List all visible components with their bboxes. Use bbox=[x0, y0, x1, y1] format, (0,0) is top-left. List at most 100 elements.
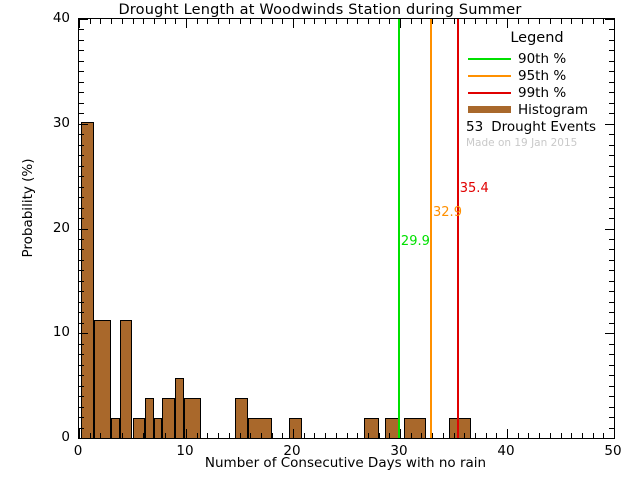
y-tick-right bbox=[609, 406, 614, 408]
y-tick bbox=[79, 207, 84, 209]
y-tick-right bbox=[609, 50, 614, 52]
x-tick-top bbox=[132, 19, 134, 24]
y-tick-right bbox=[609, 165, 614, 167]
y-tick bbox=[79, 197, 84, 199]
x-tick bbox=[132, 433, 134, 438]
y-tick-right bbox=[609, 144, 614, 146]
x-tick bbox=[507, 429, 508, 438]
y-tick-right bbox=[609, 312, 614, 314]
histogram-bar bbox=[81, 121, 94, 438]
y-tick-right bbox=[605, 123, 614, 125]
y-tick-right bbox=[609, 39, 614, 41]
y-tick-right bbox=[609, 218, 614, 220]
x-tick-top bbox=[571, 19, 573, 24]
x-tick-top bbox=[507, 19, 508, 28]
y-tick-right bbox=[609, 155, 614, 157]
x-tick bbox=[496, 433, 498, 438]
x-tick bbox=[389, 433, 391, 438]
x-tick-top bbox=[314, 19, 316, 24]
x-tick-top bbox=[485, 19, 487, 24]
x-tick-top bbox=[271, 19, 273, 24]
x-tick bbox=[164, 433, 166, 438]
x-tick bbox=[400, 429, 401, 438]
x-tick bbox=[260, 433, 262, 438]
x-tick-top bbox=[581, 19, 583, 24]
x-tick bbox=[560, 433, 562, 438]
y-tick-right bbox=[609, 134, 614, 136]
x-tick-label: 50 bbox=[604, 443, 622, 459]
y-tick-right bbox=[609, 270, 614, 272]
y-tick bbox=[79, 385, 84, 387]
x-tick bbox=[314, 433, 316, 438]
x-tick-top bbox=[121, 19, 123, 24]
legend-title: Legend bbox=[510, 30, 564, 46]
x-tick bbox=[453, 433, 455, 438]
x-tick-top bbox=[389, 19, 391, 24]
legend-swatch bbox=[468, 91, 511, 94]
y-tick-right bbox=[609, 238, 614, 240]
percentile-value-label: 32.9 bbox=[433, 205, 462, 221]
y-tick bbox=[79, 259, 84, 261]
y-tick-right bbox=[609, 71, 614, 73]
x-tick-top bbox=[250, 19, 252, 24]
y-tick bbox=[79, 92, 84, 94]
y-tick-right bbox=[609, 375, 614, 377]
y-tick bbox=[79, 238, 84, 240]
y-tick bbox=[79, 343, 84, 345]
x-tick bbox=[100, 433, 102, 438]
legend-label: 95th % bbox=[518, 67, 567, 84]
legend-entry: 95th % bbox=[466, 67, 608, 84]
y-tick bbox=[79, 291, 84, 293]
percentile-value-label: 35.4 bbox=[459, 181, 489, 197]
y-tick bbox=[79, 102, 84, 104]
y-tick-label: 10 bbox=[52, 324, 70, 341]
x-tick-top bbox=[111, 19, 113, 24]
x-axis-label: Number of Consecutive Days with no rain bbox=[204, 455, 487, 471]
x-tick-top bbox=[464, 19, 466, 24]
histogram-bar bbox=[145, 398, 154, 438]
x-tick-top bbox=[357, 19, 359, 24]
x-tick bbox=[464, 433, 466, 438]
x-tick bbox=[196, 433, 198, 438]
x-tick bbox=[614, 429, 615, 438]
x-tick bbox=[421, 433, 423, 438]
histogram-bar bbox=[93, 319, 112, 438]
plot-inner: 29.9 32.9 35.4 bbox=[79, 19, 614, 438]
y-tick-right bbox=[609, 417, 614, 419]
x-tick bbox=[603, 433, 605, 438]
legend-swatch bbox=[468, 57, 511, 60]
x-tick-top bbox=[367, 19, 369, 24]
x-tick bbox=[528, 433, 530, 438]
x-tick bbox=[335, 433, 337, 438]
x-tick-top bbox=[592, 19, 594, 24]
y-tick-right bbox=[609, 427, 614, 429]
y-tick bbox=[79, 249, 84, 251]
y-tick-right bbox=[609, 29, 614, 31]
histogram-bar bbox=[183, 398, 201, 438]
y-tick bbox=[79, 186, 84, 188]
y-tick bbox=[79, 417, 84, 419]
percentile-value-label: 29.9 bbox=[400, 233, 430, 249]
histogram-bar bbox=[119, 319, 133, 438]
y-tick bbox=[79, 29, 84, 31]
x-tick bbox=[271, 433, 273, 438]
histogram-bar bbox=[363, 418, 379, 438]
y-tick bbox=[79, 50, 84, 52]
x-tick bbox=[293, 429, 294, 438]
x-tick-top bbox=[539, 19, 541, 24]
y-tick-right bbox=[605, 228, 614, 230]
y-tick-right bbox=[605, 333, 614, 335]
x-tick-top bbox=[496, 19, 498, 24]
x-tick-top bbox=[282, 19, 284, 24]
x-tick-top bbox=[175, 19, 177, 24]
y-tick bbox=[79, 71, 84, 73]
x-tick-top bbox=[89, 19, 91, 24]
y-tick bbox=[79, 280, 84, 282]
y-tick bbox=[79, 39, 84, 41]
y-tick bbox=[79, 322, 84, 324]
x-tick bbox=[121, 433, 123, 438]
x-tick-top bbox=[260, 19, 262, 24]
y-tick bbox=[79, 134, 84, 136]
y-tick-right bbox=[609, 186, 614, 188]
